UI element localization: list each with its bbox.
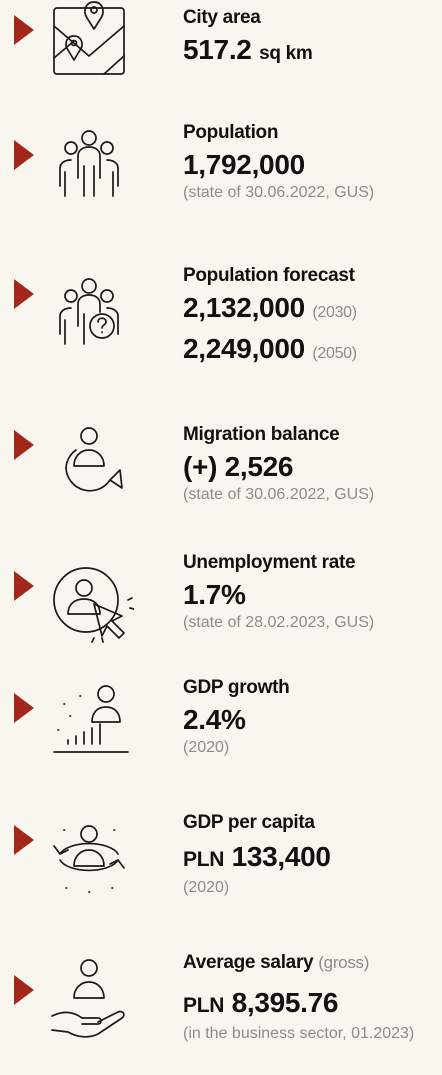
icon: [59, 130, 119, 197]
stat-item: Migration balance (+) 2,526 (state of 30.0…: [183, 423, 442, 504]
stat-value-line: PLN 133,400: [183, 839, 442, 878]
stat-note: (state of 30.06.2022, GUS): [183, 184, 375, 201]
stat-label: GDP per capita: [183, 811, 442, 835]
stat-note: (2020): [183, 739, 230, 756]
stat-value-line: 2.4%: [183, 702, 442, 738]
value-unit: sq km: [259, 43, 313, 64]
stat-value-line: (+) 2,526: [183, 449, 442, 485]
label-note: (gross): [318, 953, 370, 972]
stat-label: City area: [183, 6, 442, 30]
stat-value-line: 1.7%: [183, 577, 442, 613]
stat-value: (+) 2,526: [183, 451, 294, 482]
bullet-triangle: [14, 140, 34, 170]
stat-note: (2020): [183, 879, 230, 896]
stat-item: Population forecast 2,132,000 (2030) 2,249…: [183, 264, 442, 372]
icon: [53, 685, 129, 753]
icon: [51, 959, 125, 1038]
stat-value: 1.7%: [183, 579, 246, 610]
stat-value-line: 2,132,000 (2030): [183, 290, 442, 331]
stat-item: Unemployment rate 1.7% (state of 28.02.202…: [183, 551, 442, 632]
label-text: Migration balance: [183, 424, 340, 445]
value-prefix: PLN: [183, 848, 225, 871]
stat-value: 8,395.76: [231, 987, 339, 1018]
stat-label: Population: [183, 121, 442, 145]
label-text: City area: [183, 7, 261, 28]
stat-item: Average salary (gross) PLN 8,395.76 (in th…: [183, 951, 442, 1043]
icon: [65, 427, 123, 492]
stat-value: 2.4%: [183, 704, 246, 735]
icon: [53, 1, 125, 75]
stat-value: 517.2: [183, 34, 252, 65]
stat-value: 133,400: [231, 841, 331, 872]
label-text: Population: [183, 122, 279, 143]
stat-item: GDP per capita PLN 133,400 (2020): [183, 811, 442, 897]
stat-note: (in the business sector, 01.2023): [183, 1025, 415, 1042]
bullet-triangle: [14, 15, 34, 45]
value-note: (2050): [312, 345, 357, 362]
stat-item: GDP growth 2.4% (2020): [183, 676, 442, 757]
stat-item: City area 517.2 sq km: [183, 6, 442, 72]
stat-note: (state of 28.02.2023, GUS): [183, 614, 375, 631]
value-prefix: PLN: [183, 994, 225, 1017]
bullet-triangle: [14, 975, 34, 1005]
icon: [53, 567, 134, 643]
value-note: (2030): [312, 304, 357, 321]
stat-item: Population 1,792,000 (state of 30.06.2022,…: [183, 121, 442, 202]
stat-label: GDP growth: [183, 676, 442, 700]
stat-value-line: 1,792,000: [183, 147, 442, 183]
stat-value-line: 2,249,000 (2050): [183, 331, 442, 372]
bullet-triangle: [14, 825, 34, 855]
label-text: GDP growth: [183, 677, 290, 698]
bullet-triangle: [14, 279, 34, 309]
icon: [59, 278, 119, 345]
label-text: Unemployment rate: [183, 552, 356, 573]
stat-value-line: 517.2 sq km: [183, 32, 442, 72]
icon: [53, 825, 125, 893]
bullet-triangle: [14, 430, 34, 460]
stat-label: Average salary (gross): [183, 951, 442, 975]
stat-value: 2,249,000: [183, 333, 305, 364]
label-text: GDP per capita: [183, 812, 315, 833]
label-text: Population forecast: [183, 265, 355, 286]
bullet-triangle: [14, 693, 34, 723]
label-text: Average salary: [183, 952, 314, 973]
bullet-triangle: [14, 571, 34, 601]
stat-value: 2,132,000: [183, 292, 305, 323]
stat-value: 1,792,000: [183, 149, 305, 180]
stat-note: (state of 30.06.2022, GUS): [183, 486, 375, 503]
stat-label: Unemployment rate: [183, 551, 442, 575]
stat-label: Migration balance: [183, 423, 442, 447]
stat-value-line: PLN 8,395.76: [183, 985, 442, 1024]
stat-label: Population forecast: [183, 264, 442, 288]
